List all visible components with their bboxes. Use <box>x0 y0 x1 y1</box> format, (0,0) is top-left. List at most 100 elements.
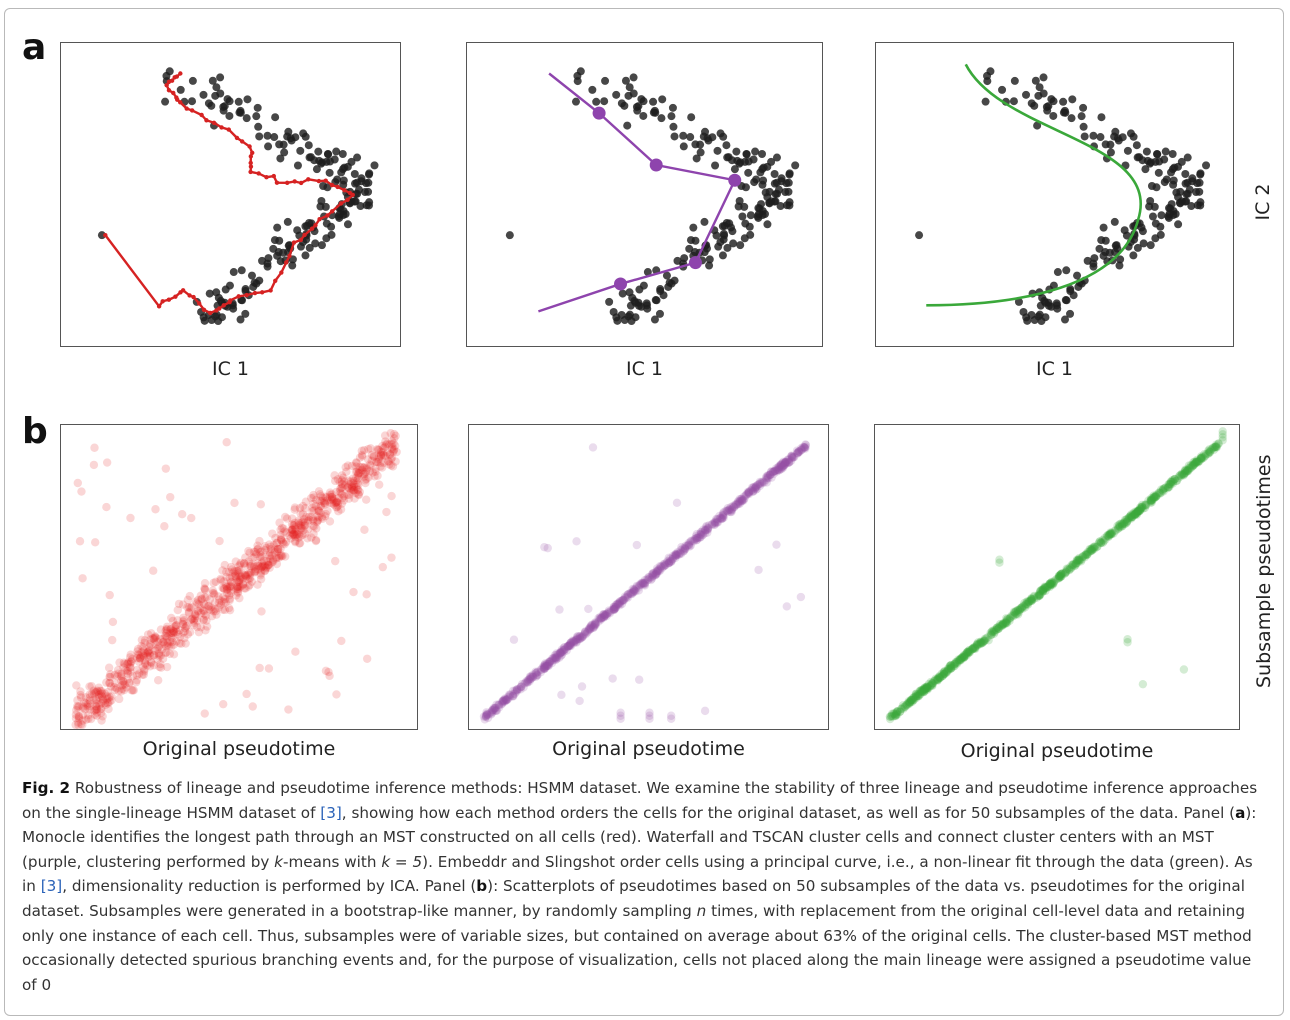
pseudotime-point <box>919 685 928 695</box>
pseudotime-point <box>911 693 921 703</box>
pseudotime-point <box>1023 600 1033 609</box>
pseudotime-point <box>1005 616 1014 625</box>
pseudotime-point <box>261 564 271 573</box>
pseudotime-point <box>347 484 357 493</box>
pseudotime-point <box>712 517 722 527</box>
pseudotime-point <box>318 514 327 523</box>
pseudotime-point <box>1114 524 1123 533</box>
pseudotime-point <box>992 623 1001 633</box>
pseudotime-point <box>631 587 640 596</box>
pseudotime-point <box>232 566 242 576</box>
pseudotime-point <box>1069 560 1078 570</box>
pseudotime-point <box>1104 532 1113 541</box>
pseudotime-point <box>309 490 318 500</box>
pseudotime-point <box>568 637 578 646</box>
pseudotime-point <box>773 463 782 472</box>
cell-point <box>758 150 767 159</box>
pseudotime-point <box>581 628 590 637</box>
pseudotime-point <box>779 461 788 471</box>
pseudotime-point <box>379 451 389 460</box>
pseudotime-point <box>766 470 775 479</box>
pseudotime-point <box>671 551 680 560</box>
pseudotime-point <box>280 512 290 522</box>
pseudotime-point <box>793 448 802 458</box>
pseudotime-point <box>260 542 270 551</box>
pseudotime-point <box>89 686 98 695</box>
pseudotime-point <box>919 687 929 697</box>
pseudotime-point <box>233 584 243 593</box>
pseudotime-point <box>571 635 581 644</box>
pseudotime-point <box>105 678 114 688</box>
pseudotime-point <box>245 548 254 558</box>
pseudotime-point <box>260 561 269 570</box>
pseudotime-point <box>744 488 754 497</box>
panel-a-slingshot-plot <box>875 42 1234 347</box>
pseudotime-point <box>368 468 377 477</box>
pseudotime-point <box>723 506 732 515</box>
pseudotime-point <box>707 520 717 529</box>
pseudotime-point <box>1036 587 1045 597</box>
pseudotime-point <box>906 695 916 705</box>
pseudotime-point <box>94 690 104 699</box>
pseudotime-point <box>1093 542 1102 551</box>
pseudotime-point <box>939 668 948 677</box>
pseudotime-point <box>262 563 271 572</box>
pseudotime-point <box>1191 458 1201 467</box>
pseudotime-point <box>185 627 195 637</box>
caption-ref-2[interactable]: [3] <box>40 877 63 896</box>
pseudotime-point <box>386 454 396 464</box>
pseudotime-point <box>545 658 554 667</box>
pseudotime-point <box>270 548 279 557</box>
pseudotime-point <box>1209 445 1219 454</box>
cell-point <box>738 212 747 221</box>
pseudotime-point <box>314 506 323 516</box>
pseudotime-point <box>114 686 123 696</box>
pseudotime-point <box>327 495 336 505</box>
pseudotime-point <box>778 458 787 468</box>
monocle-path-node <box>302 232 307 238</box>
pseudotime-point <box>94 693 104 702</box>
caption-ref-1[interactable]: [3] <box>320 803 342 822</box>
cell-point <box>712 231 721 240</box>
pseudotime-point <box>609 605 619 615</box>
pseudotime-point <box>544 660 553 669</box>
pseudotime-point <box>589 620 599 630</box>
cell-point <box>1066 286 1075 295</box>
pseudotime-point <box>1131 509 1141 519</box>
cell-point <box>293 161 302 170</box>
pseudotime-point <box>222 567 231 577</box>
pseudotime-point <box>719 513 728 523</box>
pseudotime-point <box>1057 569 1066 579</box>
pseudotime-point <box>931 674 940 684</box>
pseudotime-point <box>551 654 560 663</box>
pseudotime-point <box>494 703 504 712</box>
pseudotime-point <box>126 663 135 672</box>
pseudotime-point <box>614 600 623 609</box>
pseudotime-point <box>248 702 257 711</box>
pseudotime-point <box>523 677 532 687</box>
pseudotime-point <box>1099 537 1108 546</box>
monocle-path-node <box>234 135 240 141</box>
pseudotime-point <box>763 471 772 481</box>
pseudotime-point <box>615 597 624 606</box>
cell-point <box>770 169 779 178</box>
pseudotime-point <box>266 554 275 564</box>
pseudotime-point <box>1046 580 1056 590</box>
pseudotime-point <box>688 536 697 546</box>
pseudotime-point <box>173 616 182 625</box>
monocle-path-node <box>347 190 353 196</box>
pseudotime-point <box>107 696 116 705</box>
pseudotime-point <box>989 629 999 638</box>
cell-point <box>765 199 774 208</box>
pseudotime-point <box>973 641 982 650</box>
pseudotime-point <box>347 482 357 491</box>
pseudotime-point <box>90 538 100 547</box>
cell-point <box>759 176 768 185</box>
pseudotime-point <box>956 656 965 665</box>
pseudotime-point <box>1190 459 1200 468</box>
pseudotime-point <box>322 493 331 502</box>
pseudotime-point <box>194 627 204 637</box>
pseudotime-point <box>1107 529 1116 539</box>
cell-point <box>355 185 364 194</box>
pseudotime-point <box>772 465 781 475</box>
